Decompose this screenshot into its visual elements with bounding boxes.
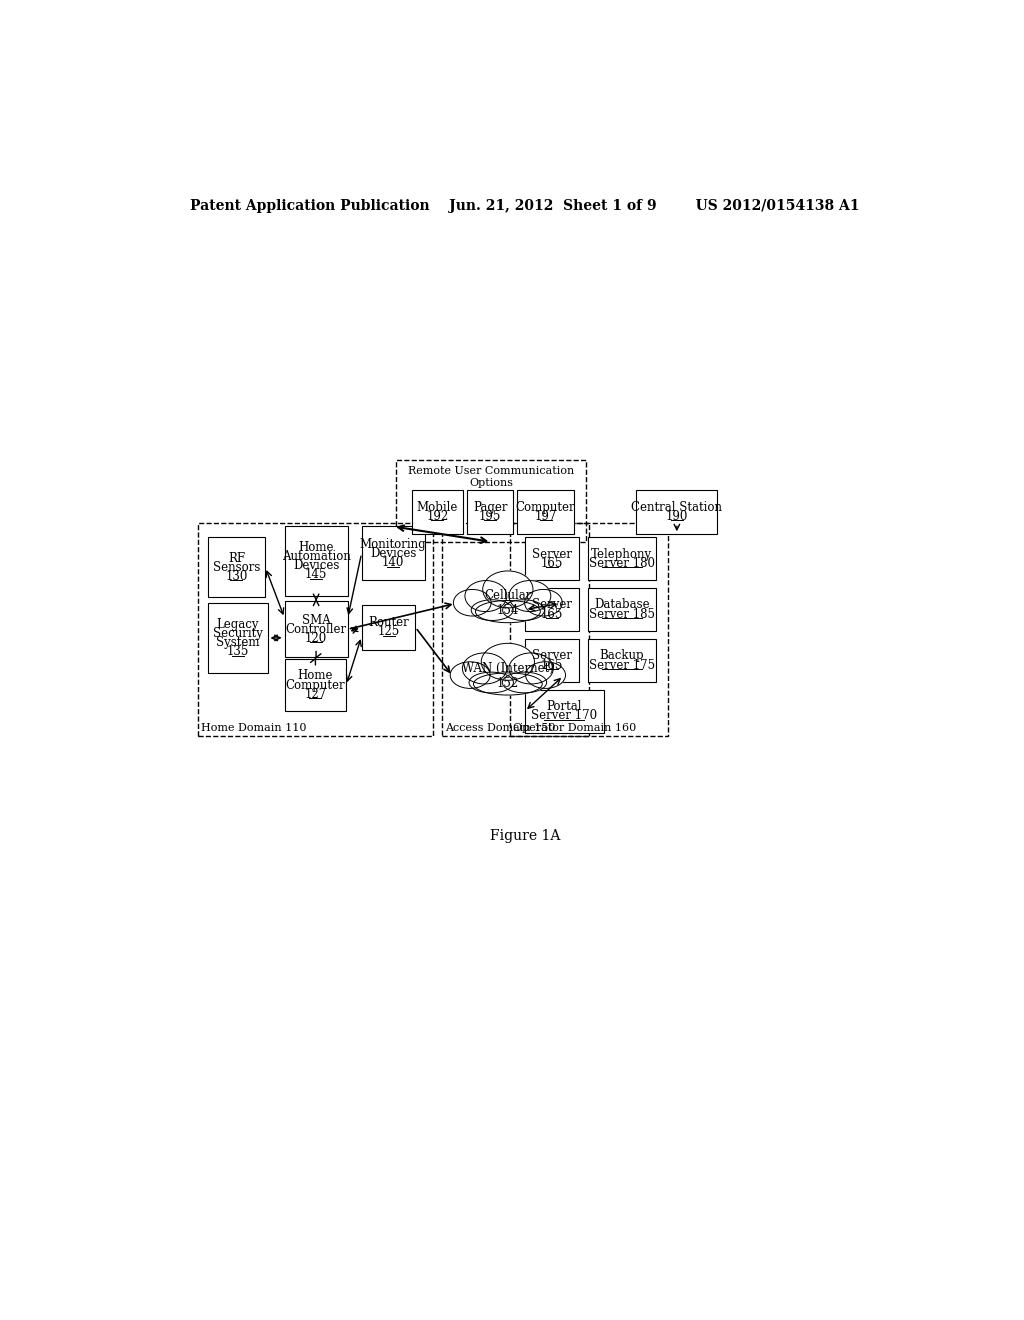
Text: Telephony: Telephony (591, 548, 652, 561)
Text: Security: Security (213, 627, 262, 640)
Text: 165: 165 (541, 659, 563, 672)
Text: Access Domain 150: Access Domain 150 (444, 723, 555, 733)
Text: Patent Application Publication    Jun. 21, 2012  Sheet 1 of 9        US 2012/015: Patent Application Publication Jun. 21, … (190, 199, 859, 213)
Bar (510, 524, 668, 737)
Ellipse shape (469, 672, 513, 693)
Text: Devices: Devices (293, 560, 339, 573)
Text: Server 180: Server 180 (589, 557, 654, 570)
Ellipse shape (525, 661, 565, 689)
Bar (208, 537, 265, 598)
Ellipse shape (482, 572, 534, 609)
Text: Cellular
154: Cellular 154 (484, 590, 531, 618)
Text: 140: 140 (382, 556, 404, 569)
Bar (441, 524, 589, 737)
Bar (524, 589, 579, 631)
Bar (524, 689, 604, 733)
Text: 135: 135 (226, 645, 249, 659)
Text: SMA: SMA (302, 614, 331, 627)
Text: Home: Home (298, 541, 334, 554)
Text: Server 175: Server 175 (589, 659, 655, 672)
Ellipse shape (503, 672, 547, 693)
Text: Monitoring: Monitoring (359, 537, 426, 550)
Text: 195: 195 (479, 510, 502, 523)
Text: Sensors: Sensors (213, 561, 260, 574)
Text: Computer: Computer (516, 500, 575, 513)
Text: Database: Database (594, 598, 649, 611)
Ellipse shape (503, 599, 545, 620)
Text: 190: 190 (666, 510, 688, 523)
Bar (396, 461, 587, 543)
Bar (517, 490, 574, 535)
Bar (285, 601, 348, 657)
Bar (588, 589, 655, 631)
Text: Pager: Pager (473, 500, 508, 513)
Text: Home: Home (298, 669, 333, 682)
Bar (412, 490, 463, 535)
Text: Portal: Portal (547, 700, 583, 713)
Ellipse shape (475, 601, 541, 623)
Bar (285, 527, 348, 595)
Text: 165: 165 (541, 607, 563, 620)
Bar (467, 490, 513, 535)
Ellipse shape (509, 653, 553, 684)
Ellipse shape (481, 643, 535, 680)
Text: Server: Server (531, 548, 571, 561)
Bar (588, 537, 655, 581)
Text: WAN (Internet)
152: WAN (Internet) 152 (462, 661, 554, 690)
Ellipse shape (463, 653, 507, 684)
Ellipse shape (471, 599, 513, 620)
Ellipse shape (509, 581, 551, 611)
Bar (637, 490, 717, 535)
Text: 127: 127 (304, 688, 327, 701)
Bar (285, 659, 346, 711)
Bar (361, 605, 416, 649)
Text: Server 185: Server 185 (589, 607, 654, 620)
Text: Backup: Backup (599, 649, 644, 663)
Ellipse shape (451, 661, 490, 689)
Text: Mobile: Mobile (417, 500, 458, 513)
Text: Home Domain 110: Home Domain 110 (202, 723, 307, 733)
Bar (588, 639, 655, 682)
Bar (208, 603, 267, 673)
Text: Server: Server (531, 649, 571, 663)
Text: 145: 145 (305, 569, 328, 582)
Ellipse shape (454, 590, 492, 616)
Text: 165: 165 (541, 557, 563, 570)
Ellipse shape (524, 590, 562, 616)
Text: Router: Router (369, 616, 409, 630)
Text: RF: RF (228, 552, 245, 565)
Text: Computer: Computer (286, 678, 345, 692)
Text: 130: 130 (225, 570, 248, 583)
Text: Server 170: Server 170 (531, 709, 598, 722)
Bar (524, 639, 579, 682)
Text: Server: Server (531, 598, 571, 611)
Text: Legacy: Legacy (216, 618, 259, 631)
Ellipse shape (473, 673, 543, 696)
Text: Operator Domain 160: Operator Domain 160 (513, 723, 637, 733)
Text: 120: 120 (305, 632, 328, 645)
Text: Remote User Communication
Options: Remote User Communication Options (409, 466, 574, 488)
Text: Automation: Automation (282, 550, 350, 564)
Text: System: System (216, 636, 259, 649)
Text: Central Station: Central Station (632, 500, 722, 513)
Bar (199, 524, 433, 737)
Bar (524, 537, 579, 581)
Text: 125: 125 (378, 626, 399, 639)
Text: Devices: Devices (370, 546, 417, 560)
Text: 192: 192 (426, 510, 449, 523)
Ellipse shape (465, 581, 507, 611)
Text: Figure 1A: Figure 1A (489, 829, 560, 843)
Text: Controller: Controller (286, 623, 347, 636)
Bar (361, 527, 425, 581)
Text: 197: 197 (535, 510, 557, 523)
